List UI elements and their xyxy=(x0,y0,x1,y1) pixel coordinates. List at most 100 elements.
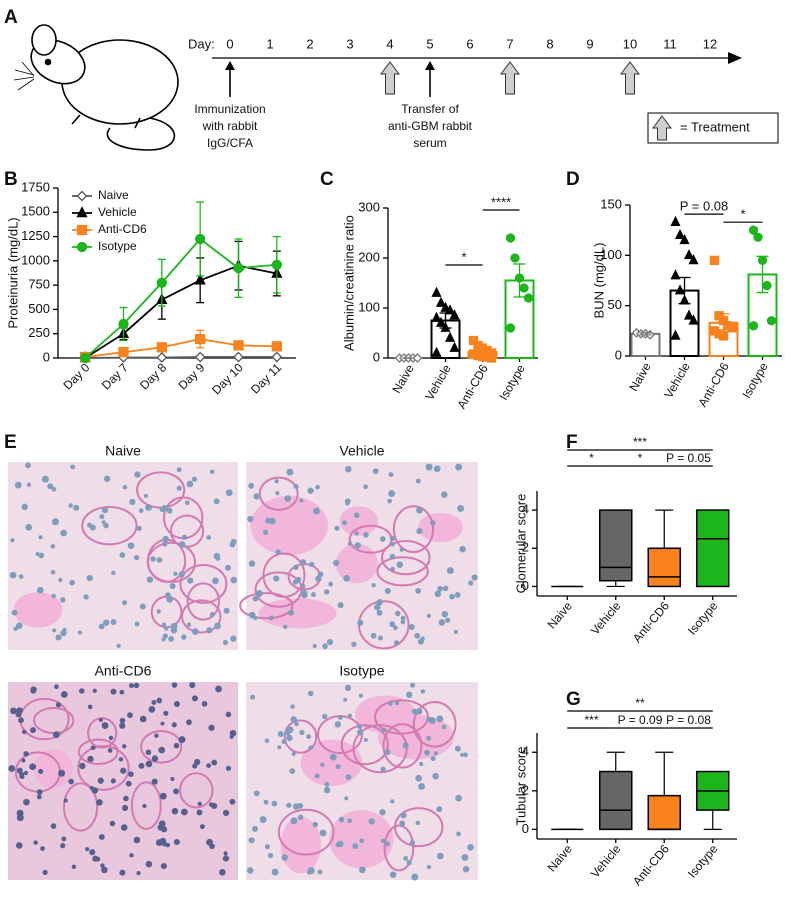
x-tick-label: Day 9 xyxy=(175,360,207,392)
histology-nucleus xyxy=(213,552,221,560)
histology-nucleus xyxy=(337,840,344,848)
box xyxy=(599,770,633,831)
histology-nucleus xyxy=(463,752,468,758)
histology-nucleus xyxy=(151,755,159,762)
data-point xyxy=(271,351,283,363)
histology-nucleus xyxy=(271,800,278,807)
y-tick-label: 100 xyxy=(600,247,622,262)
histology-nucleus xyxy=(139,715,147,723)
histology-nucleus xyxy=(295,576,302,583)
histology-nucleus xyxy=(129,853,134,858)
histology-nucleus xyxy=(58,769,66,777)
histology-nucleus xyxy=(161,622,167,627)
data-point xyxy=(156,342,167,353)
histology-cast xyxy=(13,592,63,628)
histology-nucleus xyxy=(111,570,116,576)
histology-nucleus xyxy=(176,485,182,491)
histology-nucleus xyxy=(384,749,391,756)
x-tick-label: Isotype xyxy=(685,842,721,881)
histology-nucleus xyxy=(60,529,68,537)
data-point xyxy=(766,316,777,326)
x-tick-label: Day 10 xyxy=(209,360,246,397)
histology-nucleus xyxy=(120,767,127,774)
histology-nucleus xyxy=(160,721,165,726)
histology-nucleus xyxy=(324,781,330,787)
histology-nucleus xyxy=(343,575,350,582)
histology-nucleus xyxy=(133,836,141,844)
histology-nucleus xyxy=(455,794,462,802)
histology-nucleus xyxy=(120,824,128,831)
histology-nucleus xyxy=(300,583,306,589)
histology-nucleus xyxy=(436,715,444,723)
histology-nucleus xyxy=(42,869,48,875)
x-tick-label: Naive xyxy=(626,360,654,394)
legend-label: Anti-CD6 xyxy=(98,222,147,236)
histology-nucleus xyxy=(437,585,443,592)
histology-nucleus xyxy=(363,484,368,490)
histology-nucleus xyxy=(415,820,421,826)
histology-nucleus xyxy=(184,500,190,506)
histology-cast xyxy=(250,495,328,556)
data-point xyxy=(748,225,759,235)
data-point xyxy=(670,269,681,280)
histology-nucleus xyxy=(329,753,337,761)
histology-tubule xyxy=(283,719,318,754)
data-point xyxy=(233,351,244,363)
data-point xyxy=(233,340,244,351)
histology-nucleus xyxy=(380,766,386,772)
histology-nucleus xyxy=(38,535,43,540)
histology-nucleus xyxy=(133,682,140,689)
data-point xyxy=(674,228,686,240)
histology-nucleus xyxy=(342,520,347,526)
histology-nucleus xyxy=(307,690,314,697)
histology-tubule xyxy=(179,563,228,604)
histology-nucleus xyxy=(390,566,395,572)
histology-nucleus xyxy=(225,765,232,771)
significance-label: P = 0.09 xyxy=(618,713,663,727)
histology-nucleus xyxy=(87,755,94,763)
histology-nucleus xyxy=(344,796,349,801)
histology-tubule xyxy=(382,723,423,769)
day-label: 11 xyxy=(663,36,677,51)
data-point xyxy=(762,280,772,291)
histology-nucleus xyxy=(248,837,255,844)
data-point xyxy=(444,304,456,315)
histology-nucleus xyxy=(411,873,419,881)
series-line xyxy=(85,356,277,359)
data-point xyxy=(679,233,690,245)
histology-nucleus xyxy=(430,756,436,762)
histology-nucleus xyxy=(170,776,175,782)
histology-nucleus xyxy=(252,825,259,832)
histology-nucleus xyxy=(40,846,45,851)
histology-nucleus xyxy=(47,483,54,490)
histology-nucleus xyxy=(142,803,147,809)
histology-nucleus xyxy=(110,688,117,695)
data-point xyxy=(709,255,720,266)
histology-nucleus xyxy=(363,737,368,743)
histology-nucleus xyxy=(379,809,386,816)
histology-nucleus xyxy=(462,865,470,873)
histology-nucleus xyxy=(71,864,77,870)
treatment-arrow xyxy=(380,61,400,95)
histology-nucleus xyxy=(271,868,279,876)
histology-nucleus xyxy=(136,870,141,876)
histology-tubule xyxy=(258,476,299,511)
panel-label: B xyxy=(4,169,18,190)
event-text: with rabbit xyxy=(202,119,258,133)
histology-nucleus xyxy=(441,724,447,730)
histology-nucleus xyxy=(419,761,424,767)
histology-nucleus xyxy=(301,592,308,599)
panel-label: D xyxy=(566,169,580,190)
histology-nucleus xyxy=(209,843,215,850)
data-point xyxy=(233,262,244,274)
histology-nucleus xyxy=(312,821,319,828)
data-point xyxy=(118,347,129,358)
box xyxy=(647,547,681,588)
box xyxy=(599,509,633,582)
histology-nucleus xyxy=(55,702,62,708)
histology-nucleus xyxy=(219,869,226,876)
histology-nucleus xyxy=(21,758,26,763)
histology-nucleus xyxy=(359,838,364,844)
histology-nucleus xyxy=(41,475,49,483)
